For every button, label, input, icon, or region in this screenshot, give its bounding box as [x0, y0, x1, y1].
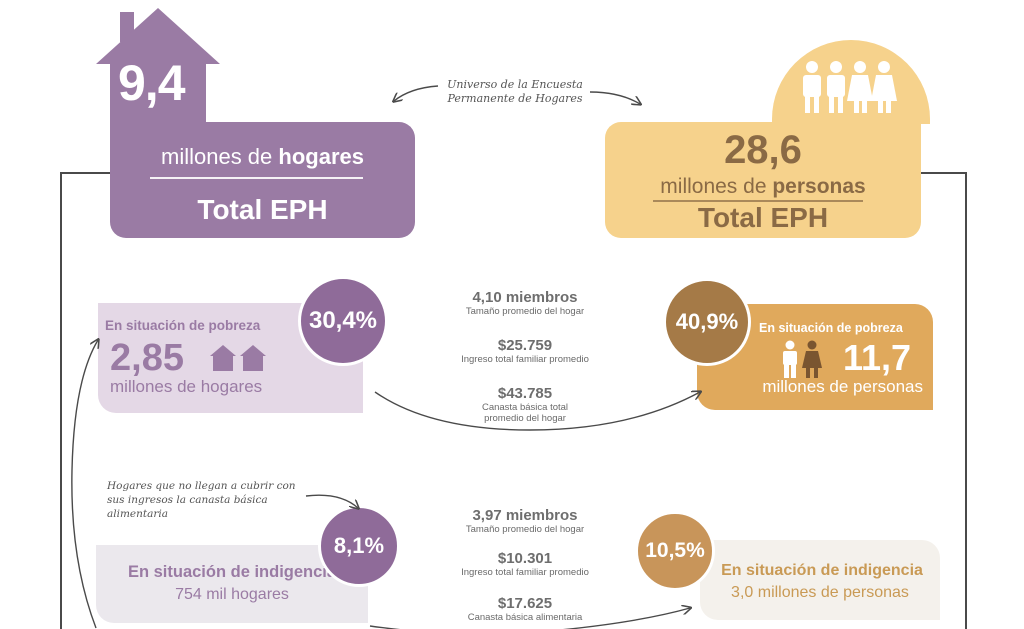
- houses-icon: [210, 345, 266, 371]
- pobreza-stat-ingreso: $25.759 Ingreso total familiar promedio: [461, 337, 589, 365]
- indigencia-hogares-unit: 754 mil hogares: [175, 586, 289, 603]
- indigencia-stat-ingreso: $10.301 Ingreso total familiar promedio: [461, 550, 589, 578]
- frame-line-left-vertical: [60, 172, 62, 629]
- pobreza-personas-title: En situación de pobreza: [759, 321, 903, 335]
- indigencia-stat-canasta: $17.625 Canasta básica alimentaria: [467, 595, 583, 623]
- universe-note: Universo de la Encuesta Permanente de Ho…: [447, 78, 583, 105]
- indigencia-note: Hogares que no llegan a cubrir con sus i…: [107, 480, 296, 520]
- indigencia-hogares-percent: 8,1%: [318, 505, 400, 587]
- indigencia-personas-card: En situación de indigencia 3,0 millones …: [700, 540, 940, 620]
- frame-line-right-top: [921, 172, 966, 174]
- indigencia-personas-title: En situación de indigencia: [721, 562, 923, 579]
- hogares-total-label: millones de hogares: [161, 144, 364, 169]
- personas-total-card: 28,6 millones de personas Total EPH: [605, 122, 921, 238]
- hogares-total-eph: Total EPH: [197, 194, 328, 225]
- divider: [150, 177, 363, 179]
- pobreza-personas-number: 11,7: [843, 337, 912, 378]
- arrow-universe-right: [589, 91, 640, 104]
- frame-line-left-top: [60, 172, 110, 174]
- personas-total-label: millones de personas: [660, 175, 866, 198]
- indigencia-hogares-title: En situación de indigencia: [127, 563, 337, 581]
- pobreza-stat-miembros: 4,10 miembros Tamaño promedio del hogar: [465, 289, 585, 317]
- hogares-total-card: millones de hogares Total EPH: [110, 122, 415, 238]
- pobreza-hogares-percent: 30,4%: [298, 276, 388, 366]
- people-group-icon: [772, 40, 930, 124]
- man-woman-icon: [783, 340, 822, 378]
- frame-line-right-vertical: [965, 172, 967, 629]
- arrow-universe-left: [394, 85, 439, 101]
- indigencia-personas-percent: 10,5%: [635, 511, 715, 591]
- pobreza-hogares-title: En situación de pobreza: [105, 318, 261, 333]
- hogares-total-number: 9,4: [118, 55, 186, 111]
- divider: [653, 200, 863, 202]
- pobreza-personas-percent: 40,9%: [663, 278, 751, 366]
- indigencia-personas-unit: 3,0 millones de personas: [731, 584, 909, 601]
- pobreza-personas-card: En situación de pobreza 11,7 millones de…: [697, 304, 933, 410]
- pobreza-stat-canasta: $43.785 Canasta básica total promedio de…: [481, 385, 569, 424]
- personas-total-number: 28,6: [724, 128, 802, 172]
- pobreza-personas-unit: millones de personas: [762, 377, 923, 396]
- house-icon: [96, 8, 220, 124]
- pobreza-hogares-unit: millones de hogares: [110, 377, 263, 396]
- pobreza-hogares-number: 2,85: [110, 337, 184, 379]
- personas-total-eph: Total EPH: [697, 202, 829, 233]
- arrow-left-loop: [71, 340, 98, 629]
- indigencia-stat-miembros: 3,97 miembros Tamaño promedio del hogar: [465, 507, 585, 535]
